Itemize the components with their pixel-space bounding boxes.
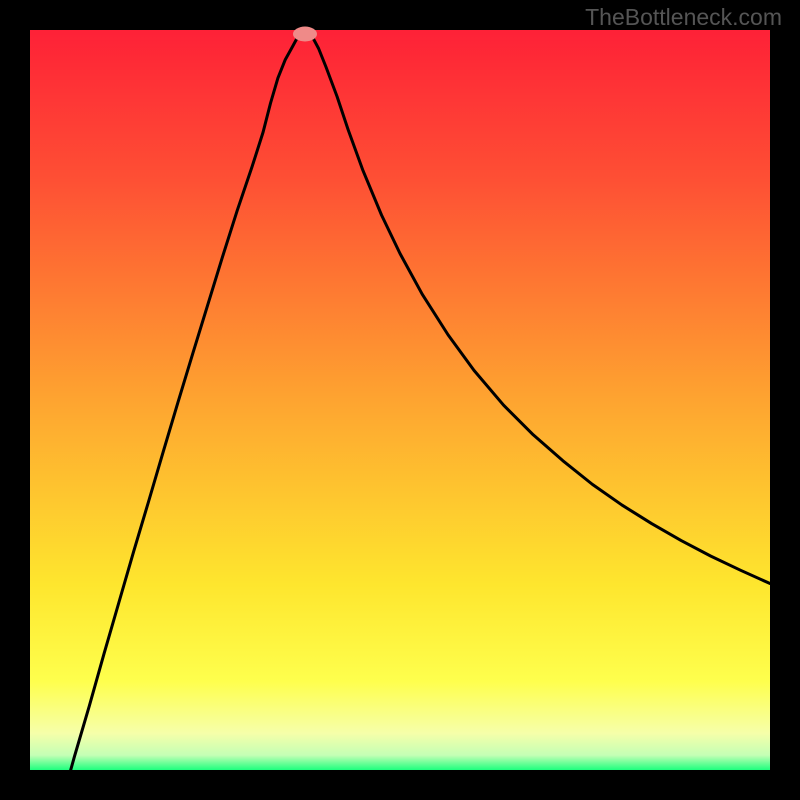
optimum-marker	[293, 27, 317, 42]
bottleneck-curve	[60, 30, 770, 800]
chart-container: TheBottleneck.com	[0, 0, 800, 800]
plot-curve-layer	[0, 0, 800, 800]
watermark-text: TheBottleneck.com	[585, 4, 782, 31]
